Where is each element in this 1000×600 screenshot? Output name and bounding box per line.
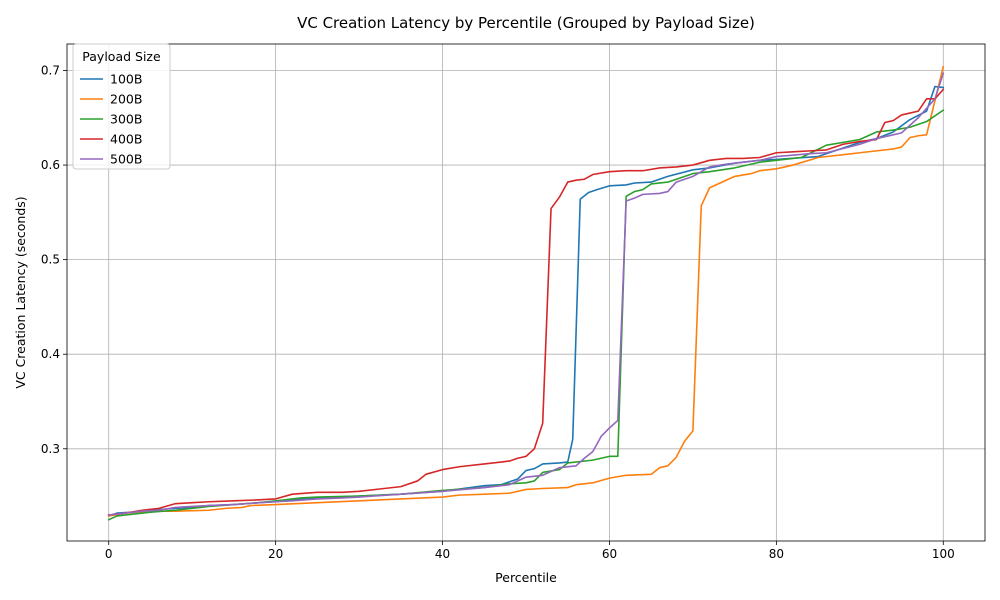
legend-entry-100b: 100B (80, 72, 142, 87)
axis-ticks: 0 20 40 60 80 100 0.3 0.4 0.5 0.6 0.7 (41, 63, 955, 561)
x-tick-label: 40 (435, 547, 450, 561)
legend-entries: 100B 200B 300B 400B 500B (80, 72, 142, 167)
x-tick-label: 0 (105, 547, 113, 561)
x-tick-label: 60 (602, 547, 617, 561)
chart-title: VC Creation Latency by Percentile (Group… (297, 14, 755, 32)
legend-entry-200b: 200B (80, 92, 142, 107)
y-tick-label: 0.7 (41, 63, 60, 77)
y-axis-title: VC Creation Latency (seconds) (13, 196, 28, 388)
y-tick-label: 0.3 (41, 442, 60, 456)
series-line-200b (107, 65, 945, 517)
legend-label: 500B (110, 152, 142, 167)
series-line-500b (107, 72, 945, 516)
y-tick-label: 0.4 (41, 347, 60, 361)
legend-label: 400B (110, 132, 142, 147)
grid (67, 44, 985, 541)
legend-entry-400b: 400B (80, 132, 142, 147)
x-tick-label: 100 (932, 547, 955, 561)
series-lines (107, 65, 945, 521)
legend-entry-300b: 300B (80, 112, 142, 127)
y-tick-label: 0.6 (41, 158, 60, 172)
x-tick-label: 80 (769, 547, 784, 561)
legend-entry-500b: 500B (80, 152, 142, 167)
x-axis-title: Percentile (495, 570, 557, 585)
legend: Payload Size 100B 200B 300B 400B 500B (72, 43, 171, 170)
series-line-400b (107, 88, 945, 516)
legend-title: Payload Size (82, 49, 161, 64)
legend-box (72, 43, 171, 170)
plot-frame (66, 43, 986, 542)
y-tick-label: 0.5 (41, 253, 60, 267)
legend-label: 300B (110, 112, 142, 127)
legend-label: 100B (110, 72, 142, 87)
legend-label: 200B (110, 92, 142, 107)
x-tick-label: 20 (268, 547, 283, 561)
